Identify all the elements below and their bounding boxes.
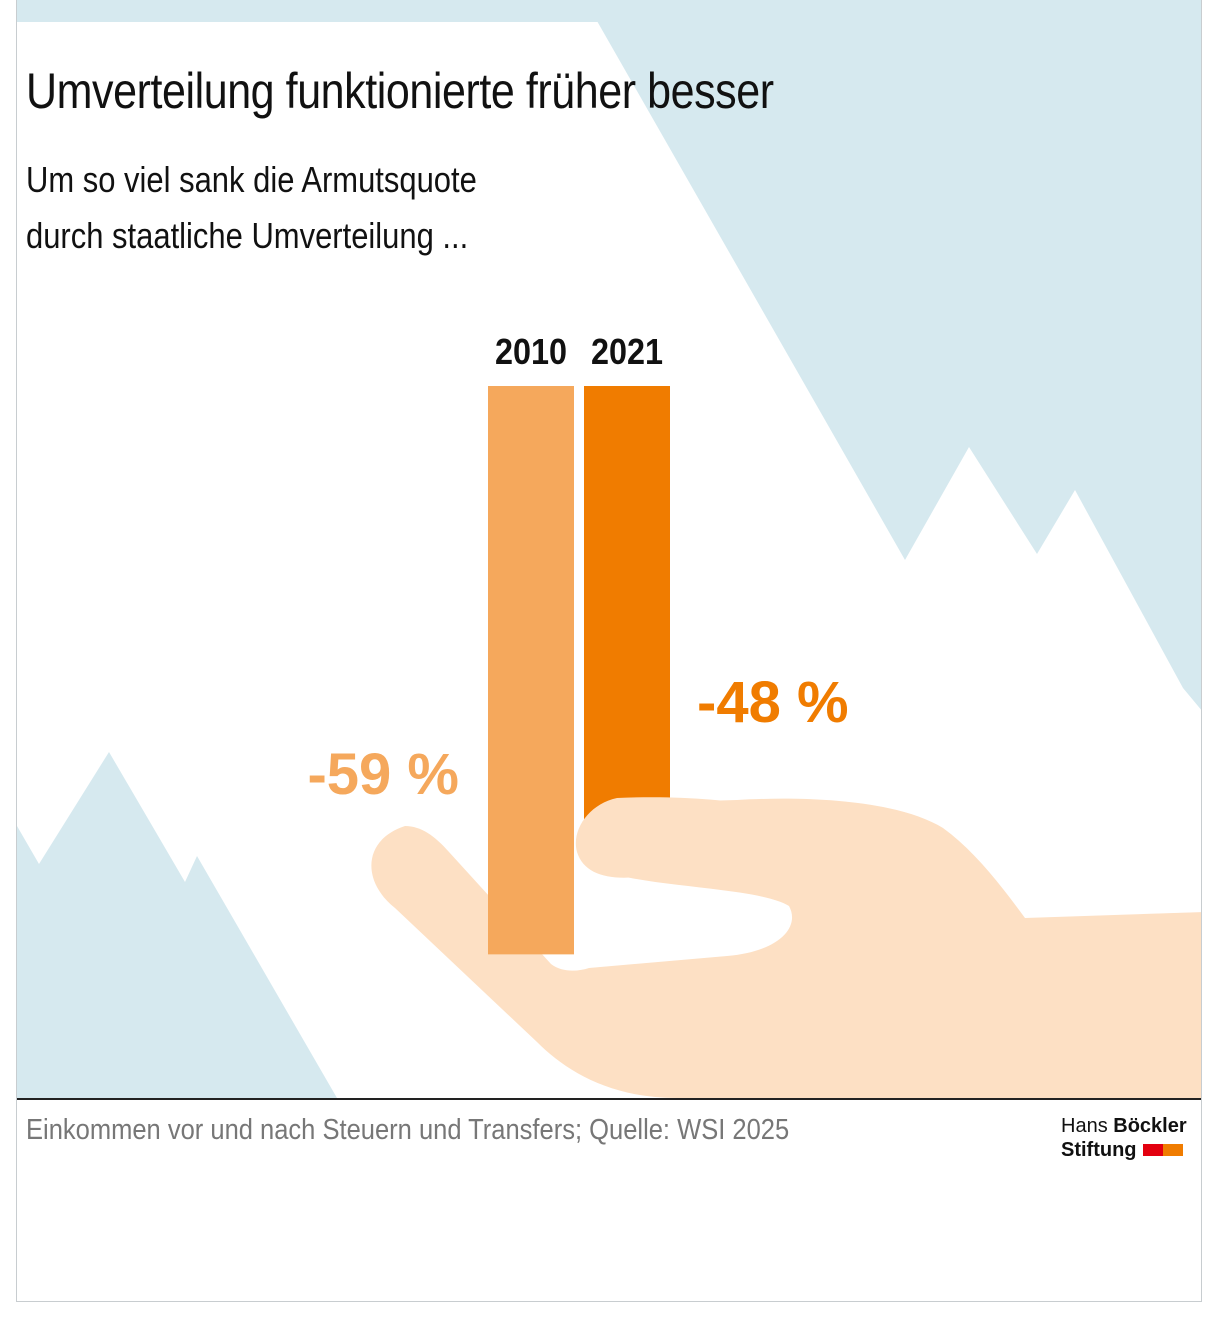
category-label-2010: 2010 — [495, 331, 567, 372]
infographic-card: 2010 2021 -59 % -48 % Umverteilung funktion… — [16, 0, 1202, 1302]
logo-line-2: Stiftung — [1061, 1138, 1187, 1162]
value-label-2010: -59 % — [307, 742, 459, 807]
hand-illustration — [371, 798, 1201, 1098]
bar-group — [488, 386, 670, 955]
hand-thumb — [575, 797, 829, 884]
background-mountains — [17, 0, 1201, 1098]
mountain-top-right — [585, 0, 1201, 710]
logo-word-boeckler: Böckler — [1113, 1115, 1187, 1137]
logo-word-hans: Hans — [1061, 1115, 1108, 1137]
value-label-2021: -48 % — [697, 670, 849, 735]
label-group: 2010 2021 -59 % -48 % — [307, 331, 848, 807]
logo-red-bar — [1142, 1144, 1163, 1156]
chart-area: 2010 2021 -59 % -48 % — [17, 0, 1201, 1100]
brand-logo: Hans Böckler Stiftung — [1061, 1114, 1187, 1162]
category-label-2021: 2021 — [591, 331, 663, 372]
mountain-left — [17, 752, 337, 1098]
subtitle-line-1: Um so viel sank die Armutsquote — [26, 159, 477, 200]
subtitle-line-2: durch staatliche Umverteilung ... — [26, 215, 469, 256]
chart-svg: 2010 2021 -59 % -48 % — [17, 0, 1201, 1098]
logo-word-stiftung: Stiftung — [1061, 1139, 1137, 1161]
footer-divider — [17, 1098, 1201, 1100]
source-note: Einkommen vor und nach Steuern und Trans… — [26, 1114, 790, 1146]
subtitle: Um so viel sank die Armutsquote durch st… — [26, 152, 477, 264]
logo-orange-bar — [1162, 1144, 1183, 1156]
top-band — [17, 0, 1201, 22]
hand-palm — [371, 798, 1201, 1098]
bar-2010 — [488, 386, 574, 955]
logo-line-1: Hans Böckler — [1061, 1114, 1187, 1138]
page-title: Umverteilung funktionierte früher besser — [26, 63, 774, 119]
bar-2021 — [584, 386, 670, 849]
